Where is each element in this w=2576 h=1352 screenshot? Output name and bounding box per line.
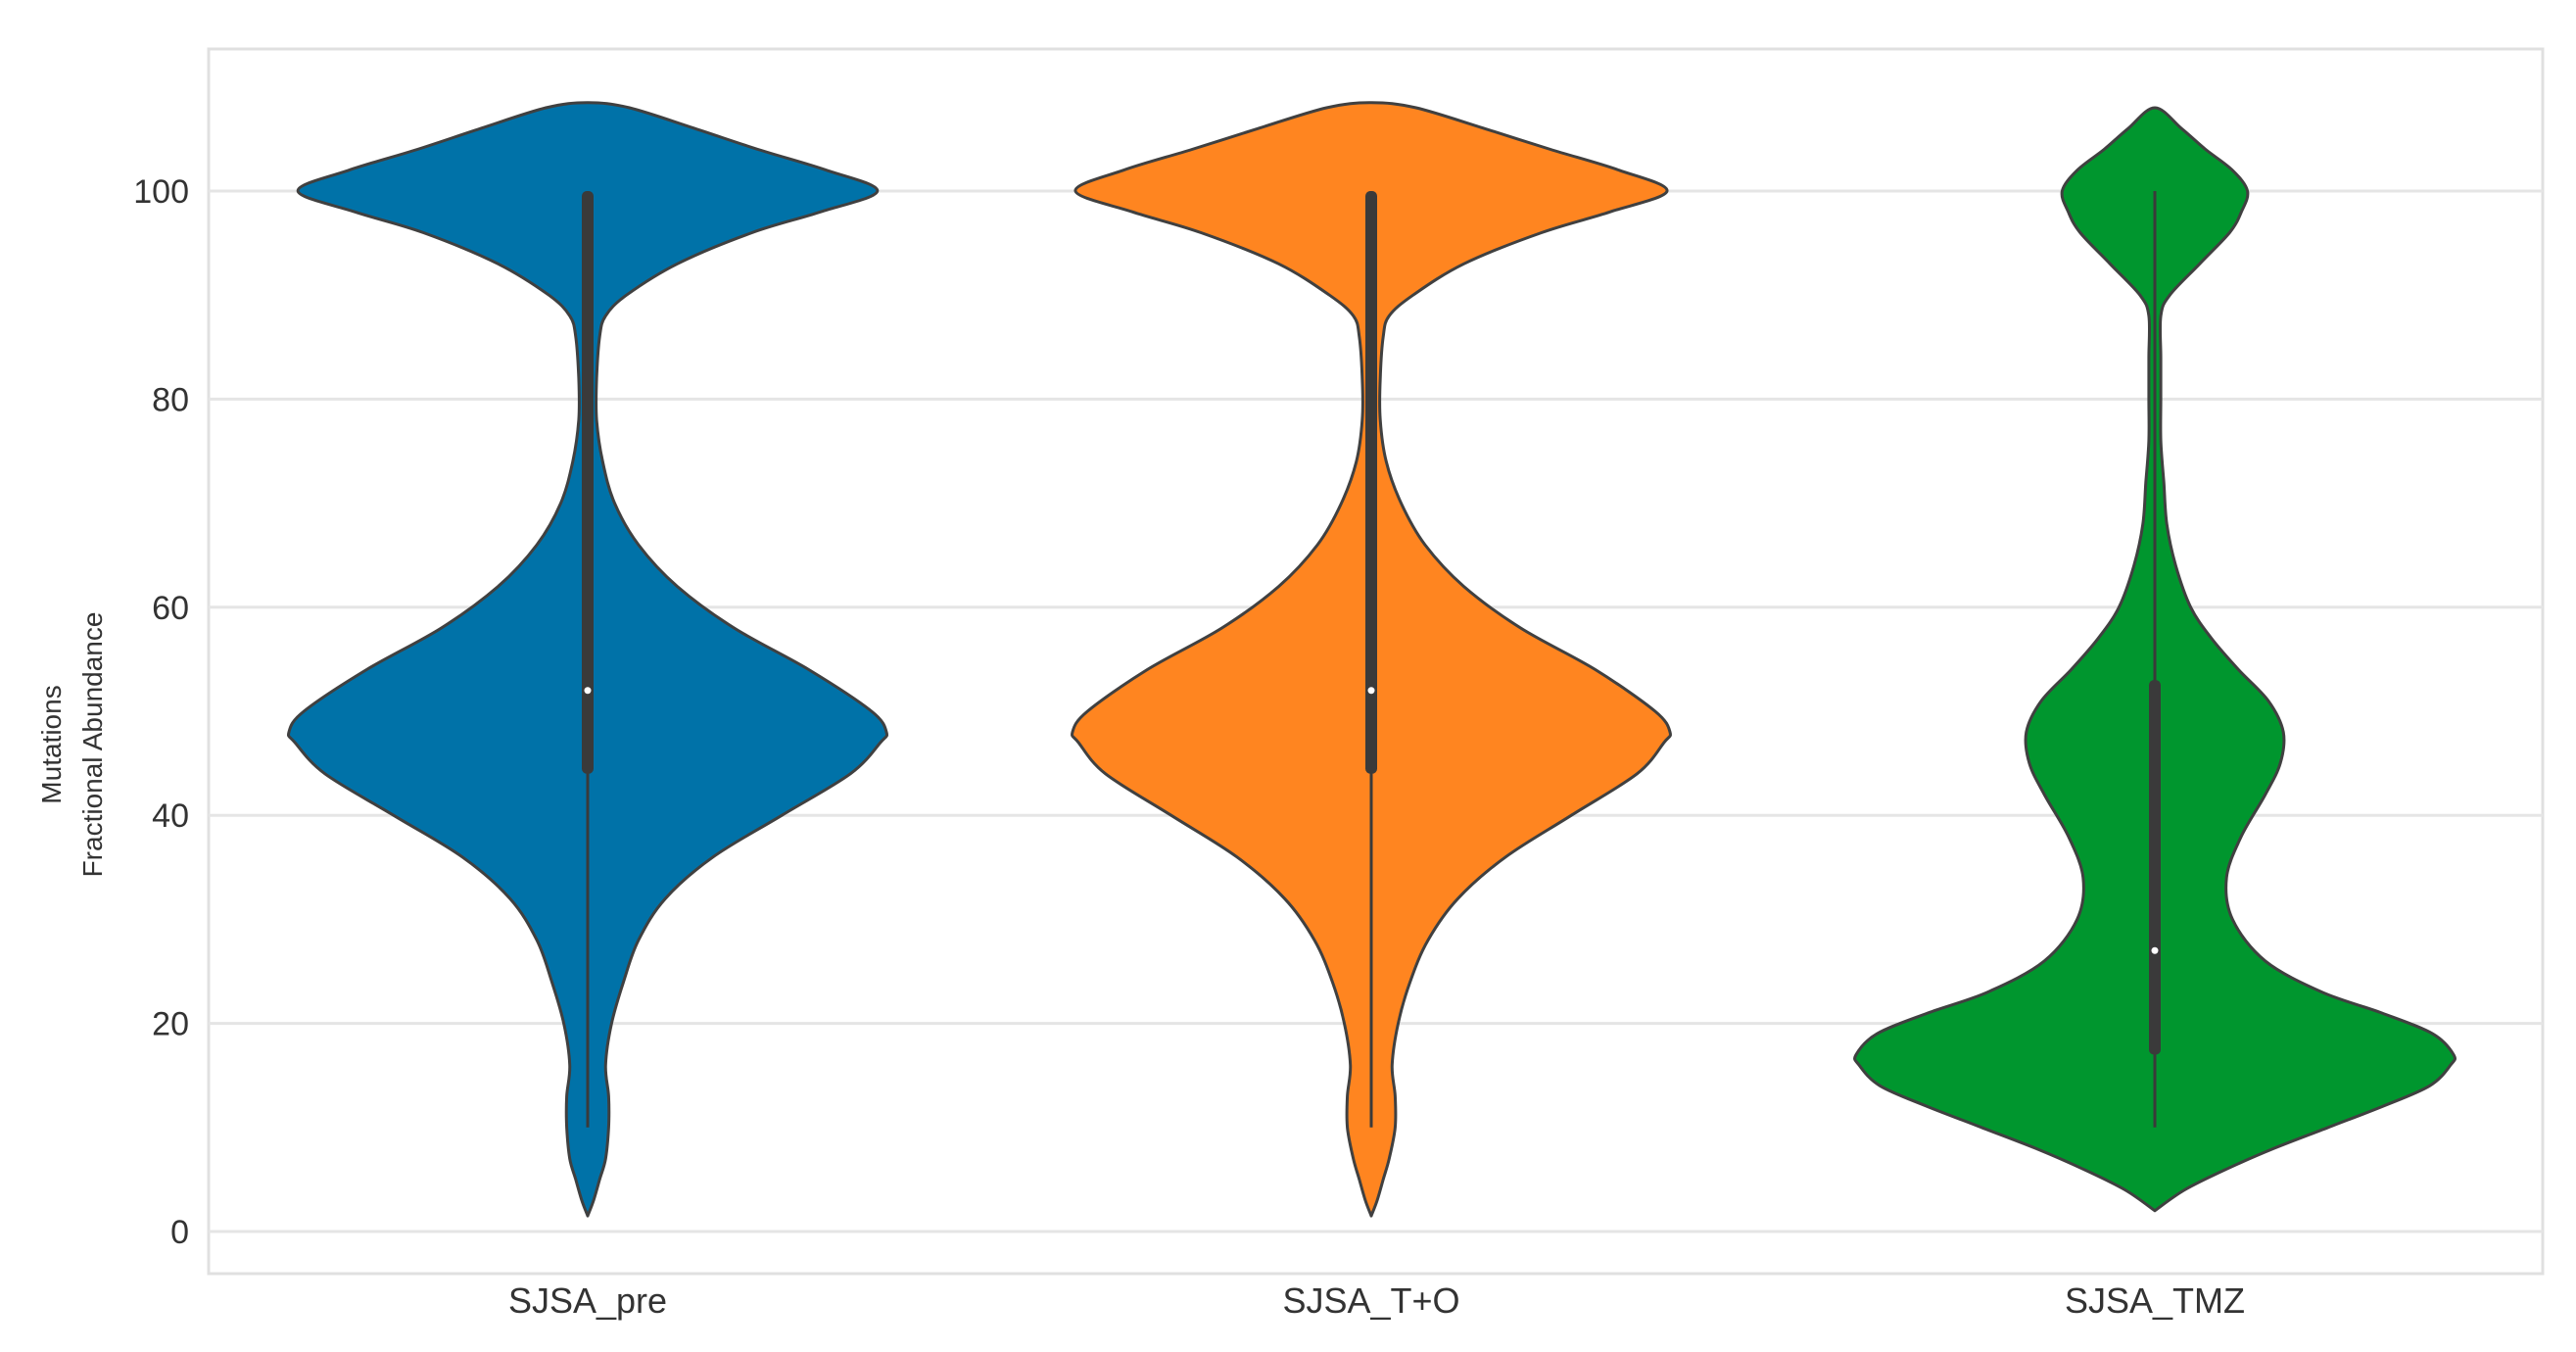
median-dot-sjsa-pre	[584, 687, 592, 695]
y-tick-label-60: 60	[152, 590, 189, 627]
violin-sjsa-pre	[286, 101, 889, 1218]
y-tick-label-0: 0	[170, 1214, 189, 1251]
x-category-label-sjsa-pre: SJSA_pre	[508, 1280, 667, 1321]
median-dot-sjsa-t-o	[1367, 687, 1375, 695]
violin-sjsa-t-o	[1071, 101, 1672, 1218]
y-tick-label-40: 40	[152, 797, 189, 835]
violin-sjsa-tmz	[1853, 106, 2457, 1213]
iqr-box-sjsa-pre	[582, 191, 594, 774]
x-category-labels: SJSA_pre SJSA_T+O SJSA_TMZ	[508, 1280, 2245, 1321]
median-dot-sjsa-tmz	[2151, 946, 2159, 954]
iqr-box-sjsa-t-o	[1365, 191, 1377, 774]
x-category-label-sjsa-t-o: SJSA_T+O	[1282, 1280, 1459, 1321]
x-category-label-sjsa-tmz: SJSA_TMZ	[2065, 1280, 2245, 1321]
y-tick-labels: 0 20 40 60 80 100	[133, 173, 189, 1251]
y-axis-label-line-1: Mutations	[36, 685, 67, 803]
y-tick-label-80: 80	[152, 381, 189, 418]
iqr-box-sjsa-tmz	[2149, 680, 2161, 1055]
y-tick-label-100: 100	[133, 173, 189, 211]
y-axis-label-line-2: Fractional Abundance	[77, 612, 108, 878]
y-tick-label-20: 20	[152, 1006, 189, 1043]
y-axis-label: Mutations Fractional Abundance	[36, 612, 108, 878]
violins	[286, 101, 2457, 1218]
